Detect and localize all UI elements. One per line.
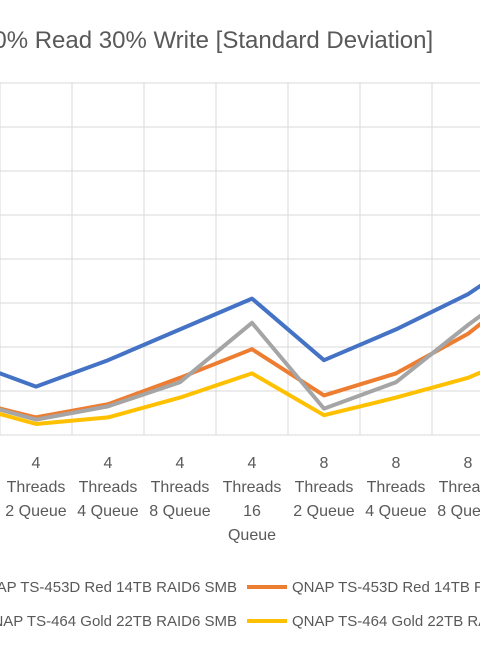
x-tick-label-2-0: 4 — [104, 455, 113, 472]
x-tick-label-3-2: 8 Queue — [149, 503, 210, 520]
series-lines — [0, 283, 480, 426]
x-tick-label-4-0: 4 — [248, 455, 257, 472]
legend-label-0: QNAP TS-453D Red 14TB RAID6 SMB — [0, 579, 237, 596]
x-tick-label-1-1: Threads — [7, 479, 66, 496]
x-tick-label-6-0: 8 — [392, 455, 401, 472]
x-tick-label-6-1: Threads — [367, 479, 426, 496]
x-tick-label-7-0: 8 — [464, 455, 473, 472]
x-tick-label-2-1: Threads — [79, 479, 138, 496]
x-axis-labels: 1Threads16 Queue4Threads2 Queue4Threads4… — [5, 455, 480, 544]
legend-label-3: QNAP TS-464 Gold 22TB RAID6 iSCSI — [292, 613, 480, 630]
x-tick-label-4-1: Threads — [223, 479, 282, 496]
legend-label-1: QNAP TS-453D Red 14TB RAID6 iSCSI — [292, 579, 480, 596]
x-tick-label-3-0: 4 — [176, 455, 185, 472]
grid-lines — [0, 82, 480, 436]
x-tick-label-5-1: Threads — [295, 479, 354, 496]
legend-label-2: QNAP TS-464 Gold 22TB RAID6 SMB — [0, 613, 237, 630]
x-tick-label-6-2: 4 Queue — [365, 503, 426, 520]
x-tick-label-4-3: Queue — [228, 527, 276, 544]
x-tick-label-1-2: 2 Queue — [5, 503, 66, 520]
x-tick-label-3-1: Threads — [151, 479, 210, 496]
x-tick-label-5-0: 8 — [320, 455, 329, 472]
x-tick-label-5-2: 2 Queue — [293, 503, 354, 520]
chart-title: 70% Read 30% Write [Standard Deviation] — [0, 27, 433, 54]
x-tick-label-7-2: 8 Queue — [437, 503, 480, 520]
legend: QNAP TS-453D Red 14TB RAID6 SMB QNAP TS-4… — [0, 579, 480, 630]
x-tick-label-4-2: 16 — [243, 503, 261, 520]
x-tick-label-1-0: 4 — [32, 455, 41, 472]
x-tick-label-2-2: 4 Queue — [77, 503, 138, 520]
x-tick-label-7-1: Threads — [439, 479, 480, 496]
